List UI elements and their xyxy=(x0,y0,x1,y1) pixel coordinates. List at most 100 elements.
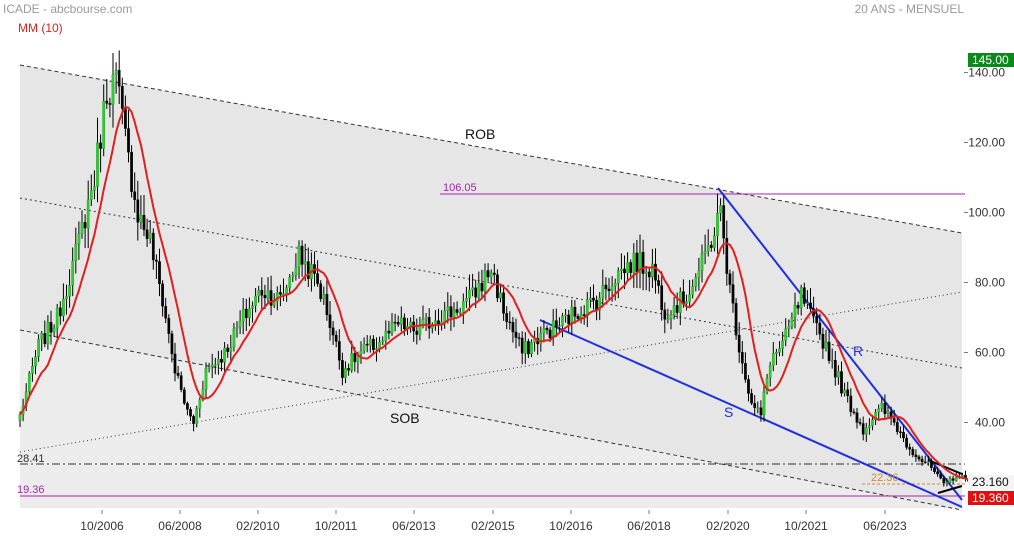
mm-10-line xyxy=(19,105,968,481)
candle-body xyxy=(65,296,68,300)
candle-body xyxy=(213,364,217,366)
candle-body xyxy=(145,229,149,239)
candle-body xyxy=(651,263,654,278)
candle-body xyxy=(164,306,168,319)
candle-body xyxy=(182,389,186,404)
level-106-label: 106.05 xyxy=(443,182,477,194)
candle-body xyxy=(818,322,822,335)
candle-body xyxy=(570,307,574,325)
candle-body xyxy=(830,360,834,362)
candle-body xyxy=(753,403,757,408)
wedge-lower-line xyxy=(937,485,963,494)
candle-body xyxy=(623,268,626,274)
candle-body xyxy=(697,270,701,278)
candle-body xyxy=(598,297,602,311)
candle-body xyxy=(809,302,812,309)
candle-body xyxy=(802,287,806,304)
candle-body xyxy=(713,235,716,248)
candle-body xyxy=(539,332,543,345)
candle-body xyxy=(641,251,645,274)
candle-body xyxy=(62,298,65,317)
candle-body xyxy=(945,482,949,484)
candle-body xyxy=(55,307,59,329)
candle-body xyxy=(861,423,865,435)
candle-body xyxy=(613,283,617,287)
candle-body xyxy=(217,358,220,365)
chart-title: ICADE - abcbourse.com xyxy=(3,2,133,16)
y-tick-label: 140.00 xyxy=(968,66,1005,80)
support-s-line xyxy=(539,319,963,508)
candle-body xyxy=(620,268,623,272)
candle-body xyxy=(18,414,22,421)
candle-body xyxy=(722,205,726,239)
candle-body xyxy=(120,86,124,109)
candle-body xyxy=(657,280,660,286)
candle-body xyxy=(176,372,180,376)
price-badge-support-bg xyxy=(968,491,1014,505)
candle-body xyxy=(71,260,75,286)
candle-body xyxy=(688,294,691,302)
candle-body xyxy=(632,252,636,273)
candle-body xyxy=(52,327,56,333)
wedge-upper-line xyxy=(927,459,963,475)
candle-body xyxy=(359,350,363,355)
x-axis: 10/2006 06/2008 02/2010 10/2011 06/2013 02/20… xyxy=(80,510,907,533)
candle-body xyxy=(545,328,549,331)
candle-body xyxy=(880,403,884,409)
candle-body xyxy=(923,461,927,463)
candle-body xyxy=(46,322,50,345)
candle-body xyxy=(254,295,257,306)
candle-body xyxy=(341,360,344,378)
y-tick-label: 40.00 xyxy=(975,416,1005,430)
sob-channel-bottom-line xyxy=(19,329,963,511)
candle-body xyxy=(381,340,385,343)
candle-body xyxy=(691,286,695,295)
candle-body xyxy=(189,409,192,417)
moving-average-line xyxy=(19,105,968,481)
candle-body xyxy=(186,403,189,410)
candle-body xyxy=(368,338,372,346)
candle-body xyxy=(238,320,242,328)
sob-label: SOB xyxy=(390,410,420,426)
candle-body xyxy=(561,315,564,326)
candle-body xyxy=(229,347,233,352)
rising-support-line xyxy=(19,291,963,453)
candle-body xyxy=(837,371,840,378)
candle-body xyxy=(716,213,719,236)
rob-channel-top-line xyxy=(19,64,963,234)
candle-body xyxy=(365,343,369,346)
candle-body xyxy=(31,366,34,374)
candle-body xyxy=(728,273,732,285)
candle-body xyxy=(291,275,295,278)
candle-body xyxy=(864,427,868,435)
candle-body xyxy=(902,432,905,439)
candle-body xyxy=(266,290,270,299)
candle-body xyxy=(567,314,571,325)
candle-body xyxy=(564,314,567,317)
candle-body xyxy=(130,152,133,192)
candle-body xyxy=(877,408,881,413)
candle-body xyxy=(427,317,431,329)
candle-body xyxy=(306,261,310,280)
candle-body xyxy=(886,411,890,414)
x-tick-label: 06/2013 xyxy=(392,519,436,533)
candle-body xyxy=(344,368,347,378)
candle-body xyxy=(223,347,226,363)
candle-body xyxy=(415,330,419,335)
candle-body xyxy=(551,320,555,339)
candle-body xyxy=(939,473,943,479)
candle-body xyxy=(576,316,580,319)
candle-body xyxy=(117,70,121,87)
candle-body xyxy=(709,244,713,248)
candle-body xyxy=(731,284,735,304)
candle-body xyxy=(607,288,611,291)
candle-body xyxy=(322,294,326,300)
x-tick-label: 10/2006 xyxy=(80,519,124,533)
candle-body xyxy=(905,437,908,448)
candle-body xyxy=(34,356,37,367)
candle-body xyxy=(654,263,657,281)
candle-body xyxy=(892,418,896,423)
candle-body xyxy=(852,411,856,414)
candle-body xyxy=(548,329,552,339)
candle-body xyxy=(155,259,158,262)
